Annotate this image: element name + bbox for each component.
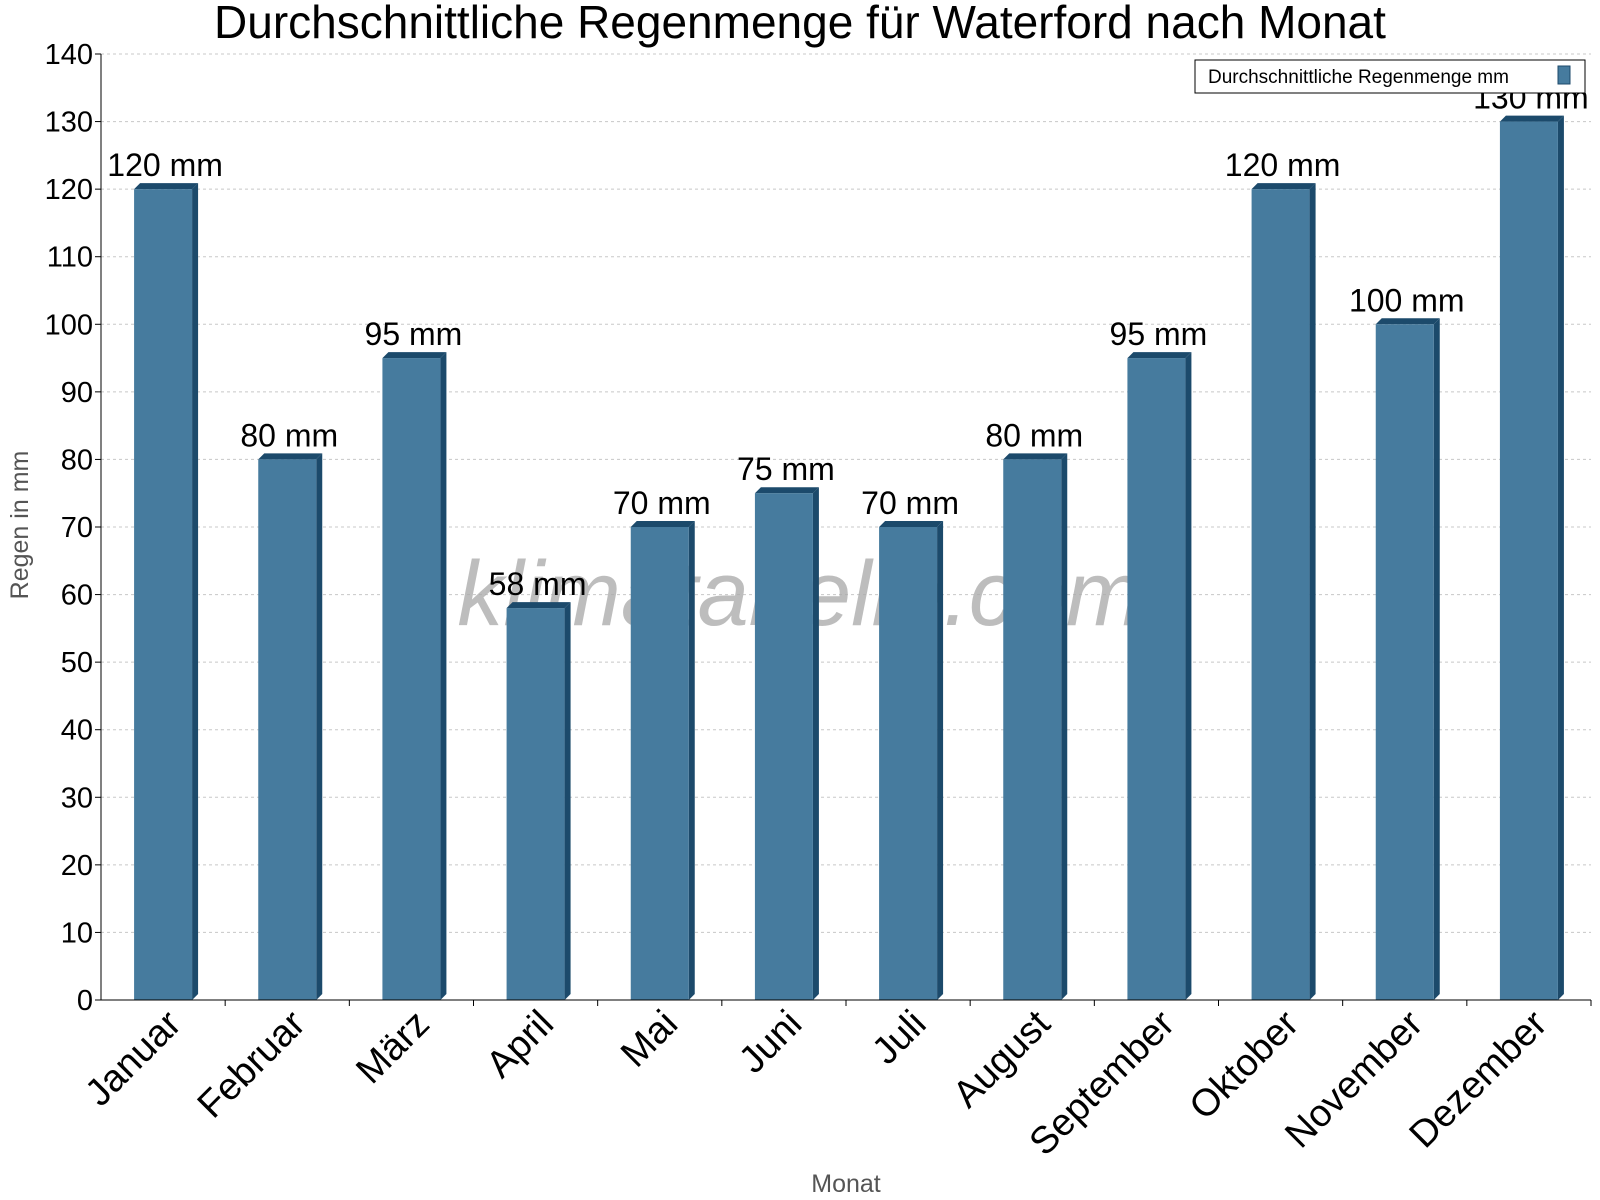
bar-top: [754, 487, 819, 494]
y-tick-label-80: 80: [61, 444, 93, 476]
bar-top: [382, 352, 447, 359]
legend-box: [1194, 59, 1586, 94]
bar-front: [1251, 189, 1310, 1001]
bar-value-label: 75 mm: [737, 451, 835, 487]
bar-side: [316, 453, 323, 1000]
bar-front: [258, 459, 317, 1000]
bar-side: [1433, 318, 1440, 1000]
bar-front: [1003, 459, 1062, 1000]
legend-swatch: [1557, 65, 1571, 85]
bar-side: [688, 521, 695, 1000]
x-tick-label-Juli: Juli: [864, 1003, 934, 1073]
bar-top: [630, 521, 695, 527]
legend-label: Durchschnittliche Regenmenge mm: [1208, 67, 1509, 88]
bar-value-label: 95 mm: [1110, 316, 1208, 352]
grid-lines: [101, 53, 1591, 933]
bars: 120 mm 80 mm 95 mm 58 mm 70 mm 75 mm 70 mm 80 m…: [107, 80, 1589, 1001]
bar-value-label: 58 mm: [489, 566, 587, 602]
x-tick-label-Juni: Juni: [731, 1003, 810, 1082]
bar-front: [630, 527, 689, 1000]
y-tick-label-20: 20: [61, 850, 93, 882]
y-tick-label-100: 100: [45, 309, 93, 341]
bar-November: [1375, 318, 1440, 1000]
x-tick-label-Januar: Januar: [78, 1002, 190, 1114]
bar-top: [258, 453, 323, 460]
bar-value-label: 70 mm: [861, 485, 959, 521]
bar-side: [937, 521, 944, 1000]
bar-side: [1185, 352, 1192, 1001]
bar-value-label: 100 mm: [1349, 282, 1465, 318]
y-tick-label-110: 110: [47, 242, 93, 274]
y-tick-label-120: 120: [45, 174, 93, 206]
bar-Oktober: [1251, 183, 1316, 1001]
bar-value-label: 80 mm: [240, 417, 338, 453]
bar-side: [1557, 115, 1564, 1001]
bar-value-label: 95 mm: [365, 316, 463, 352]
bar-front: [1375, 324, 1434, 1000]
y-tick-label-140: 140: [45, 39, 93, 71]
bar-Februar: [258, 453, 323, 1000]
bar-Januar: [134, 183, 199, 1001]
y-tick-label-130: 130: [45, 107, 93, 139]
y-tick-label-30: 30: [61, 782, 93, 814]
y-tick-label-0: 0: [77, 985, 93, 1017]
bar-front: [1127, 358, 1186, 1001]
x-tick-label-Mai: Mai: [613, 1003, 686, 1076]
x-tick-label-März: März: [348, 1003, 437, 1092]
bar-side: [1061, 453, 1068, 1000]
bar-Juli: [879, 521, 944, 1000]
y-ticks: 0 10 20 30 40 50 60 70 80 90 100 110 120 130 140: [45, 39, 101, 1017]
bar-side: [440, 352, 447, 1001]
y-tick-label-90: 90: [61, 377, 93, 409]
bar-front: [754, 493, 813, 1000]
y-tick-label-50: 50: [61, 647, 93, 679]
bar-September: [1127, 352, 1192, 1001]
bar-April: [506, 602, 571, 1000]
bar-Dezember: [1499, 115, 1564, 1001]
x-tick-label-Februar: Februar: [190, 1002, 314, 1126]
bar-August: [1003, 453, 1068, 1000]
x-axis-label: Monat: [811, 1170, 881, 1198]
bar-value-label: 80 mm: [985, 417, 1083, 453]
y-tick-label-60: 60: [61, 580, 93, 612]
bar-side: [812, 487, 819, 1000]
bar-front: [506, 608, 565, 1000]
bar-front: [879, 527, 938, 1000]
bar-value-label: 120 mm: [107, 147, 223, 183]
bar-top: [134, 183, 199, 190]
bar-top: [1003, 453, 1068, 460]
bar-front: [134, 189, 193, 1001]
bar-März: [382, 352, 447, 1001]
x-tick-label-Dezember: Dezember: [1402, 1002, 1556, 1156]
bar-top: [879, 521, 944, 527]
bar-value-label: 70 mm: [613, 485, 711, 521]
bar-front: [1499, 121, 1558, 1001]
bar-top: [506, 602, 571, 609]
bar-top: [1251, 183, 1316, 190]
y-tick-label-70: 70: [61, 512, 93, 544]
bar-Juni: [754, 487, 819, 1000]
y-tick-label-10: 10: [61, 917, 93, 949]
bar-front: [382, 358, 441, 1001]
bar-top: [1127, 352, 1192, 359]
x-tick-label-Oktober: Oktober: [1182, 1002, 1308, 1128]
bar-side: [564, 602, 571, 1000]
bar-value-label: 120 mm: [1225, 147, 1341, 183]
y-axis-label: Regen in mm: [6, 451, 34, 600]
bar-top: [1375, 318, 1440, 325]
bar-side: [1309, 183, 1316, 1001]
x-tick-label-August: August: [945, 1002, 1059, 1116]
chart-title: Durchschnittliche Regenmenge für Waterfo…: [214, 0, 1386, 48]
x-ticks: Januar Februar März April Mai Juni Juli AugustS…: [78, 1000, 1592, 1164]
legend: Durchschnittliche Regenmenge mm: [1194, 59, 1586, 94]
bar-side: [192, 183, 199, 1001]
bar-top: [1499, 115, 1564, 122]
y-tick-label-40: 40: [61, 715, 93, 747]
x-tick-label-April: April: [478, 1003, 561, 1086]
bar-Mai: [630, 521, 695, 1000]
